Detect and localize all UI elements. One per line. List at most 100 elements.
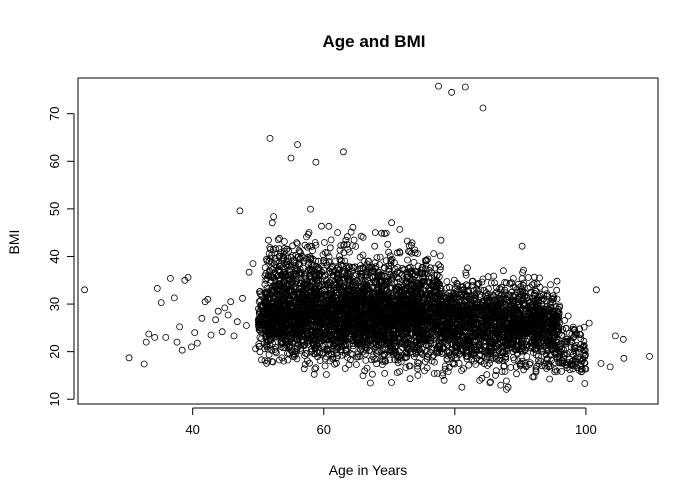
data-point (334, 308, 342, 316)
data-point (342, 347, 350, 354)
data-point (264, 345, 272, 353)
data-point (423, 310, 431, 318)
data-point (300, 254, 308, 262)
data-point (304, 294, 312, 301)
data-point (293, 307, 301, 315)
data-point (406, 263, 414, 271)
data-point (365, 294, 373, 302)
data-point (274, 236, 282, 244)
data-point (267, 273, 275, 281)
data-point (271, 323, 279, 330)
data-point (304, 243, 311, 251)
data-point (395, 325, 403, 333)
data-point (335, 263, 342, 271)
data-point (285, 257, 293, 265)
data-point (371, 356, 378, 363)
data-point (295, 313, 303, 321)
data-point (272, 245, 279, 253)
data-point (430, 277, 438, 285)
data-point (402, 341, 410, 348)
data-point (373, 275, 381, 283)
data-point (408, 249, 415, 257)
data-point (306, 273, 314, 281)
data-point (341, 301, 349, 309)
data-point (323, 249, 331, 257)
data-point (266, 290, 273, 298)
data-point (320, 266, 328, 274)
data-point (282, 272, 290, 280)
data-point (390, 303, 398, 311)
data-point (325, 346, 333, 354)
data-point (410, 258, 418, 266)
data-point (265, 309, 273, 317)
data-point (341, 350, 349, 358)
data-point (314, 284, 321, 292)
data-point (281, 328, 289, 336)
data-point (326, 299, 334, 307)
data-point (377, 285, 385, 293)
data-point (524, 274, 532, 281)
data-point (290, 353, 298, 361)
data-point (310, 334, 317, 342)
data-point (372, 327, 380, 335)
data-point (290, 290, 298, 298)
data-point (415, 359, 423, 367)
data-point (312, 364, 320, 372)
data-point (343, 233, 351, 241)
data-point (263, 255, 270, 263)
data-point (462, 303, 470, 311)
data-point (391, 312, 399, 320)
data-point (381, 350, 389, 358)
data-point (430, 358, 438, 366)
data-point (364, 314, 372, 322)
data-point (280, 244, 288, 252)
data-point (375, 272, 383, 279)
data-point (333, 265, 341, 273)
data-point (353, 302, 360, 310)
data-point (295, 331, 303, 339)
data-point (418, 336, 426, 344)
data-point (313, 339, 321, 347)
data-point (291, 262, 299, 270)
data-point (413, 280, 421, 287)
data-point (273, 333, 281, 341)
data-point (507, 279, 515, 287)
data-point (266, 254, 274, 262)
data-point (404, 256, 411, 264)
data-point (415, 306, 423, 314)
data-point (272, 308, 280, 316)
data-point (297, 297, 305, 305)
data-point (409, 270, 417, 277)
data-point (339, 277, 347, 285)
data-point (433, 277, 441, 285)
data-point (350, 236, 358, 244)
data-point (427, 318, 435, 326)
data-point (341, 257, 349, 265)
data-point (300, 282, 308, 290)
data-point (425, 329, 433, 337)
data-point (318, 350, 326, 358)
data-point (536, 274, 543, 282)
data-point (430, 250, 438, 258)
data-point (400, 320, 408, 328)
data-point (336, 256, 344, 264)
data-point (475, 279, 483, 287)
data-point (333, 327, 341, 335)
data-point (363, 338, 371, 345)
data-point (303, 255, 311, 263)
data-point (437, 236, 445, 244)
data-point (307, 334, 315, 342)
data-point (310, 370, 318, 378)
data-point (362, 313, 370, 320)
data-point (388, 255, 396, 263)
data-point (371, 229, 379, 237)
data-point (332, 339, 340, 347)
data-point (386, 356, 394, 364)
data-point (339, 334, 347, 342)
data-point (293, 355, 301, 363)
data-point (345, 323, 353, 330)
data-point (335, 317, 343, 324)
data-point (389, 326, 397, 334)
data-point (450, 289, 457, 297)
data-point (403, 302, 411, 310)
